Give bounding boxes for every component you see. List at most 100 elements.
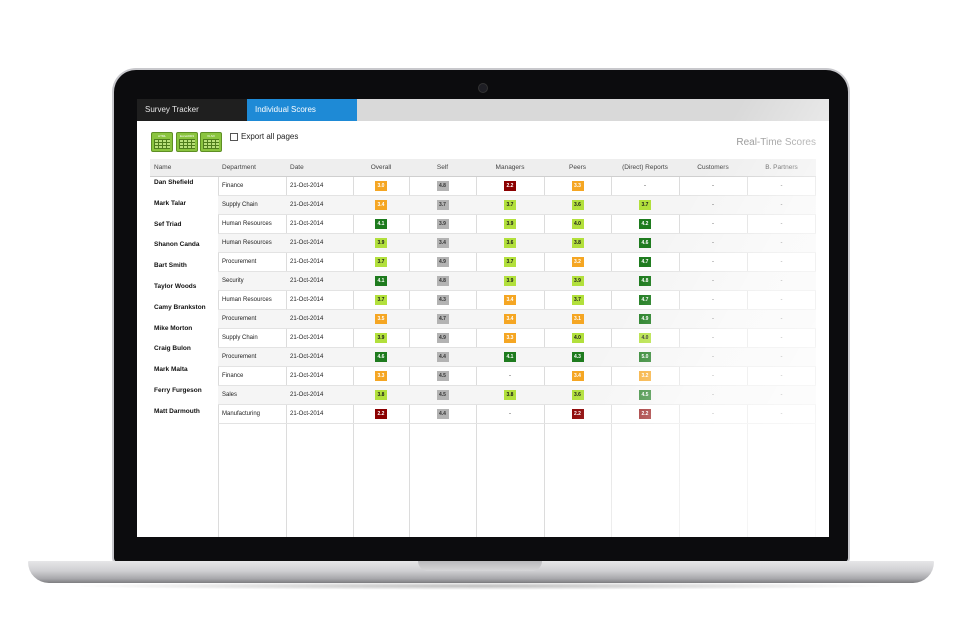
date-cell: 21-Oct-2014 (290, 278, 324, 284)
score-badge: 3.9 (436, 219, 449, 229)
score-badge: 3.6 (571, 390, 584, 400)
column-header[interactable]: Customers (697, 164, 729, 171)
empty-score: - (712, 259, 714, 265)
score-badge: 3.7 (375, 257, 387, 267)
employee-name[interactable]: Dan Shefield (154, 179, 194, 186)
empty-score: - (780, 183, 783, 189)
score-badge: 3.4 (375, 200, 387, 210)
table-row: Sales 21-Oct-2014 3.8 4.5 3.8 3.6 4.5 - - (218, 386, 816, 405)
export-all-checkbox[interactable] (230, 133, 238, 141)
date-cell: 21-Oct-2014 (290, 373, 324, 379)
column-header[interactable]: (Direct) Reports (622, 164, 668, 171)
employee-name[interactable]: Mark Talar (154, 199, 187, 207)
column-header[interactable]: Date (290, 164, 304, 171)
score-badge: 4.3 (571, 352, 584, 362)
score-badge: 4.9 (639, 314, 651, 324)
score-badge: 3.7 (436, 200, 449, 210)
score-badge: 3.4 (436, 238, 449, 248)
column-header[interactable]: Managers (495, 164, 525, 171)
department-cell: Supply Chain (222, 335, 258, 341)
empty-score: - (509, 411, 511, 417)
empty-score: - (780, 316, 783, 322)
score-badge: 4.0 (639, 333, 651, 343)
score-badge: 3.7 (504, 257, 516, 267)
score-badge: 4.4 (436, 409, 449, 419)
export-html-button[interactable]: HTML (151, 132, 173, 152)
column-header[interactable]: Peers (569, 164, 586, 171)
employee-name[interactable]: Sef Triad (154, 220, 182, 228)
table-row: Finance 21-Oct-2014 3.3 4.5 - 3.4 3.2 - - (218, 367, 816, 386)
score-badge: 3.8 (375, 390, 387, 400)
score-badge: 3.4 (571, 371, 584, 381)
score-badge: 3.3 (504, 333, 516, 343)
empty-score: - (712, 316, 714, 322)
column-header[interactable]: Name (154, 164, 172, 171)
empty-score: - (780, 240, 783, 246)
score-badge: 3.5 (375, 314, 387, 324)
score-badge: 4.4 (436, 352, 449, 362)
empty-score: - (644, 183, 646, 189)
export-xlsx-button[interactable]: XLSX (200, 132, 222, 152)
empty-score: - (509, 373, 511, 379)
score-badge: 4.1 (375, 219, 387, 229)
score-badge: 2.2 (639, 409, 651, 419)
score-badge: 3.8 (504, 390, 516, 400)
empty-score: - (780, 392, 783, 398)
employee-name[interactable]: Bart Smith (154, 262, 187, 270)
score-badge: 3.3 (571, 181, 584, 191)
date-cell: 21-Oct-2014 (290, 221, 324, 227)
tab-individual-scores[interactable]: Individual Scores (247, 99, 357, 121)
laptop-base-notch (418, 561, 542, 571)
score-badge: 4.9 (436, 333, 449, 343)
empty-score: - (712, 297, 714, 303)
column-header[interactable]: B. Partners (765, 164, 798, 171)
score-badge: 3.6 (571, 200, 584, 210)
empty-score: - (780, 335, 783, 341)
employee-name[interactable]: Shanon Canda (154, 241, 200, 249)
score-badge: 4.6 (375, 352, 387, 362)
export-excel2003-button[interactable]: Excel2003 (176, 132, 198, 152)
table-row: Supply Chain 21-Oct-2014 3.4 3.7 3.7 3.6 3.7 - - (218, 196, 816, 215)
empty-score: - (780, 373, 783, 379)
score-badge: 4.1 (504, 352, 516, 362)
employee-name[interactable]: Camy Brankston (154, 303, 206, 311)
table-row: Procurement 21-Oct-2014 4.6 4.4 4.1 4.3 5.0 - - (218, 348, 816, 367)
table-row: Human Resources 21-Oct-2014 4.1 3.9 3.9 4.0 4.… (218, 215, 816, 234)
column-header[interactable]: Overall (370, 164, 392, 171)
employee-name[interactable]: Craig Bulon (154, 345, 191, 353)
webcam-icon (478, 83, 488, 93)
score-badge: 3.3 (375, 371, 387, 381)
department-cell: Human Resources (222, 297, 272, 303)
empty-score: - (712, 411, 714, 417)
table-row: Human Resources 21-Oct-2014 3.7 4.3 3.4 3.7 4.… (218, 291, 816, 310)
empty-score: - (780, 202, 783, 208)
score-badge: 3.4 (504, 295, 516, 305)
empty-score: - (712, 240, 714, 246)
date-cell: 21-Oct-2014 (290, 354, 324, 360)
employee-name[interactable]: Mike Morton (154, 324, 193, 332)
tab-survey-tracker[interactable]: Survey Tracker (137, 99, 247, 121)
empty-score: - (780, 259, 783, 265)
empty-score: - (780, 297, 783, 303)
score-badge: 3.7 (504, 200, 516, 210)
department-cell: Supply Chain (222, 202, 258, 208)
column-header[interactable]: Self (436, 164, 449, 171)
empty-score: - (780, 221, 783, 227)
laptop-shadow (60, 582, 900, 590)
score-badge: 3.9 (375, 333, 387, 343)
column-header[interactable]: Department (222, 164, 256, 171)
score-badge: 3.6 (504, 238, 516, 248)
score-badge: 2.2 (571, 409, 584, 419)
empty-score: - (712, 278, 714, 284)
department-cell: Sales (222, 392, 238, 398)
score-badge: 4.8 (436, 276, 449, 286)
department-cell: Manufacturing (222, 411, 261, 417)
employee-name[interactable]: Mark Malta (154, 366, 188, 374)
employee-name[interactable]: Taylor Woods (154, 283, 197, 290)
employee-name[interactable]: Matt Darmouth (154, 407, 200, 415)
score-badge: 4.8 (436, 181, 449, 191)
employee-name[interactable]: Ferry Furgeson (154, 387, 202, 394)
laptop-base (28, 561, 934, 583)
score-badge: 3.7 (571, 295, 584, 305)
export-html-label: HTML (157, 134, 167, 138)
